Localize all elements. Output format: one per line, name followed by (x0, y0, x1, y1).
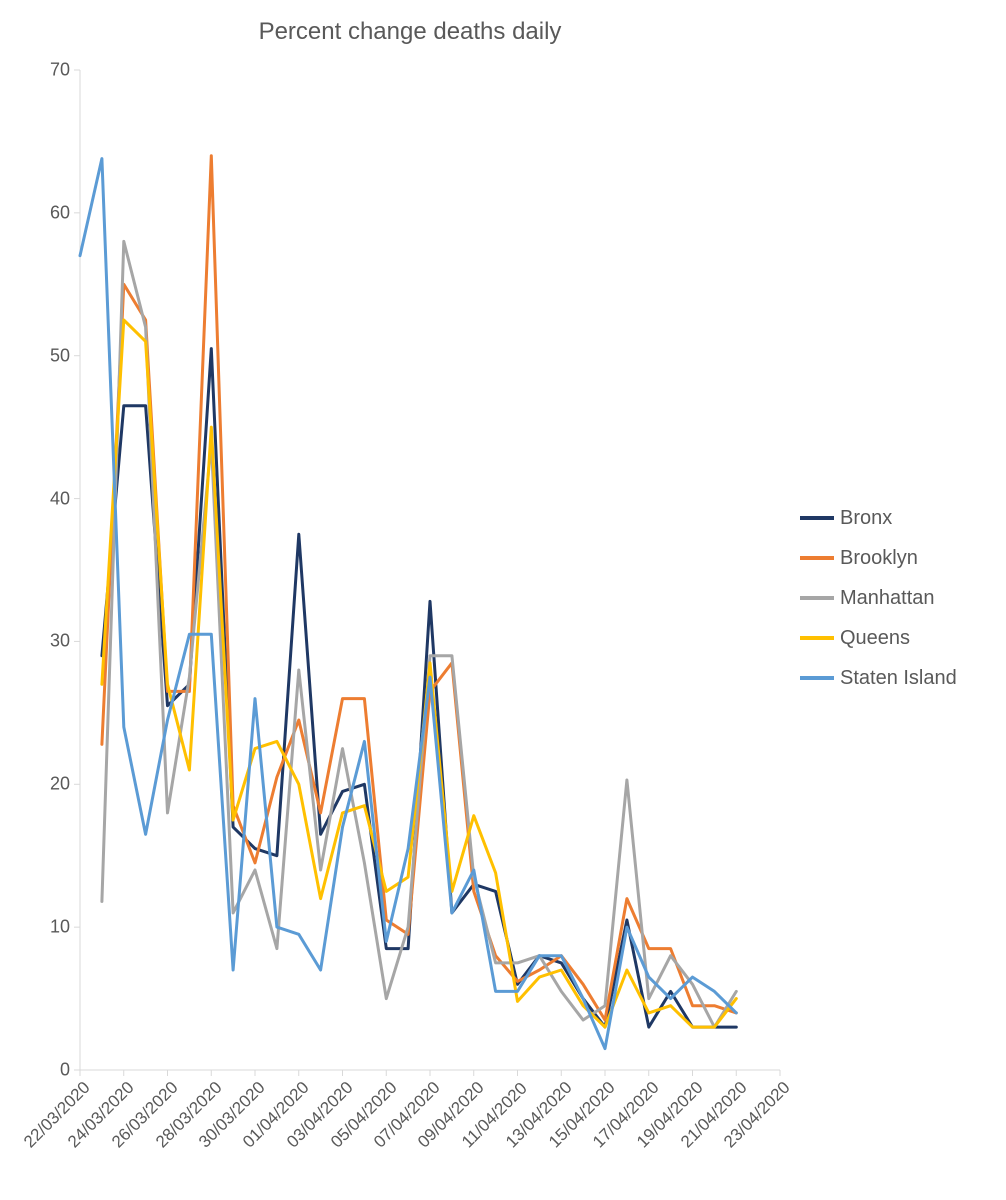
legend-item-bronx: Bronx (800, 501, 957, 535)
legend-item-brooklyn: Brooklyn (800, 541, 957, 575)
y-tick-label: 0 (30, 1060, 70, 1081)
y-tick-label: 30 (30, 631, 70, 652)
plot-svg (80, 70, 780, 1070)
legend-swatch (800, 516, 834, 520)
y-tick-label: 60 (30, 202, 70, 223)
y-tick-label: 20 (30, 774, 70, 795)
plot-area (80, 70, 780, 1070)
legend-item-manhattan: Manhattan (800, 581, 957, 615)
legend-label: Queens (840, 627, 910, 650)
chart-container: Percent change deaths daily 0 10 20 30 40 50 6… (0, 0, 1006, 1200)
chart-title: Percent change deaths daily (0, 18, 820, 46)
legend-swatch (800, 636, 834, 640)
legend-item-staten-island: Staten Island (800, 661, 957, 695)
legend-label: Brooklyn (840, 547, 918, 570)
legend-item-queens: Queens (800, 621, 957, 655)
legend-label: Bronx (840, 507, 892, 530)
y-tick-label: 70 (30, 60, 70, 81)
legend-swatch (800, 556, 834, 560)
y-tick-label: 10 (30, 917, 70, 938)
y-tick-label: 40 (30, 488, 70, 509)
legend-swatch (800, 676, 834, 680)
legend-label: Manhattan (840, 587, 935, 610)
y-tick-label: 50 (30, 345, 70, 366)
legend: Bronx Brooklyn Manhattan Queens Staten Islan… (800, 495, 957, 701)
legend-swatch (800, 596, 834, 600)
legend-label: Staten Island (840, 667, 957, 690)
